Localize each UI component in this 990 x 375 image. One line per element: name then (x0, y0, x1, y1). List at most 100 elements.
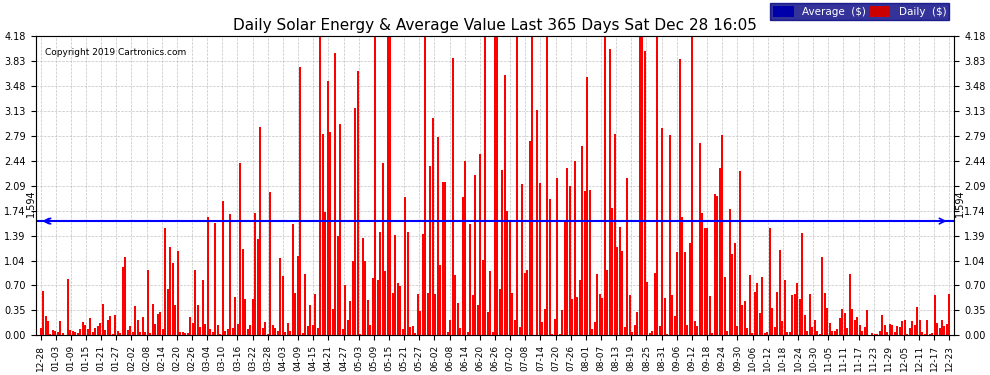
Bar (561, 310, 563, 335)
Bar (883, 325, 886, 335)
Bar (434, 294, 436, 335)
Bar (899, 327, 901, 335)
Bar (704, 228, 706, 335)
Bar (247, 329, 248, 335)
Bar (753, 292, 755, 335)
Bar (679, 58, 681, 335)
Bar (312, 326, 314, 335)
Bar (614, 134, 616, 335)
Bar (691, 36, 693, 335)
Bar (774, 327, 776, 335)
Bar (392, 293, 394, 335)
Bar (746, 328, 748, 335)
Bar (699, 142, 701, 335)
Bar (906, 334, 908, 335)
Bar (766, 333, 768, 335)
Bar (237, 324, 239, 335)
Bar (622, 251, 624, 335)
Bar (629, 295, 631, 335)
Bar (399, 286, 401, 335)
Bar (596, 274, 598, 335)
Bar (539, 183, 541, 335)
Bar (261, 328, 263, 335)
Bar (371, 278, 373, 335)
Bar (514, 320, 516, 335)
Bar (220, 334, 222, 335)
Bar (639, 36, 641, 335)
Legend: Average  ($), Daily  ($): Average ($), Daily ($) (770, 3, 949, 20)
Bar (512, 293, 514, 335)
Bar (814, 320, 816, 335)
Bar (727, 331, 729, 335)
Bar (732, 254, 734, 335)
Bar (389, 36, 391, 335)
Bar (324, 212, 326, 335)
Bar (806, 331, 808, 335)
Bar (627, 178, 629, 335)
Bar (145, 332, 147, 335)
Bar (256, 239, 258, 335)
Bar (546, 36, 548, 335)
Bar (77, 333, 79, 335)
Bar (484, 36, 486, 335)
Bar (853, 320, 855, 335)
Bar (686, 325, 688, 335)
Bar (681, 217, 683, 335)
Bar (632, 332, 634, 335)
Bar (658, 326, 660, 335)
Bar (74, 332, 76, 335)
Bar (240, 163, 242, 335)
Bar (159, 312, 161, 335)
Bar (886, 332, 888, 335)
Bar (277, 331, 279, 335)
Bar (79, 328, 81, 335)
Bar (586, 78, 588, 335)
Bar (40, 328, 42, 335)
Bar (94, 328, 96, 335)
Bar (279, 258, 281, 335)
Bar (644, 51, 645, 335)
Bar (346, 320, 348, 335)
Bar (936, 323, 938, 335)
Bar (419, 312, 421, 335)
Bar (776, 291, 778, 335)
Bar (209, 330, 211, 335)
Bar (384, 271, 386, 335)
Bar (748, 274, 750, 335)
Bar (948, 294, 950, 335)
Bar (843, 313, 845, 335)
Bar (459, 328, 461, 335)
Bar (734, 243, 736, 335)
Bar (834, 331, 836, 335)
Bar (52, 330, 54, 335)
Bar (648, 333, 650, 335)
Bar (941, 320, 943, 335)
Bar (297, 255, 299, 335)
Bar (427, 293, 429, 335)
Text: 1.594: 1.594 (26, 189, 36, 217)
Bar (934, 295, 936, 335)
Bar (127, 330, 129, 335)
Bar (909, 328, 911, 335)
Bar (839, 318, 841, 335)
Bar (799, 299, 801, 335)
Bar (102, 304, 104, 335)
Bar (466, 332, 468, 335)
Bar (499, 289, 501, 335)
Bar (271, 325, 274, 335)
Bar (409, 327, 411, 335)
Bar (931, 333, 933, 335)
Bar (711, 333, 713, 335)
Bar (684, 252, 686, 335)
Bar (756, 283, 758, 335)
Bar (939, 328, 940, 335)
Bar (354, 108, 356, 335)
Bar (674, 316, 676, 335)
Bar (254, 213, 256, 335)
Bar (197, 305, 199, 335)
Bar (89, 318, 91, 335)
Bar (569, 186, 571, 335)
Bar (379, 232, 381, 335)
Bar (916, 307, 918, 335)
Bar (811, 327, 813, 335)
